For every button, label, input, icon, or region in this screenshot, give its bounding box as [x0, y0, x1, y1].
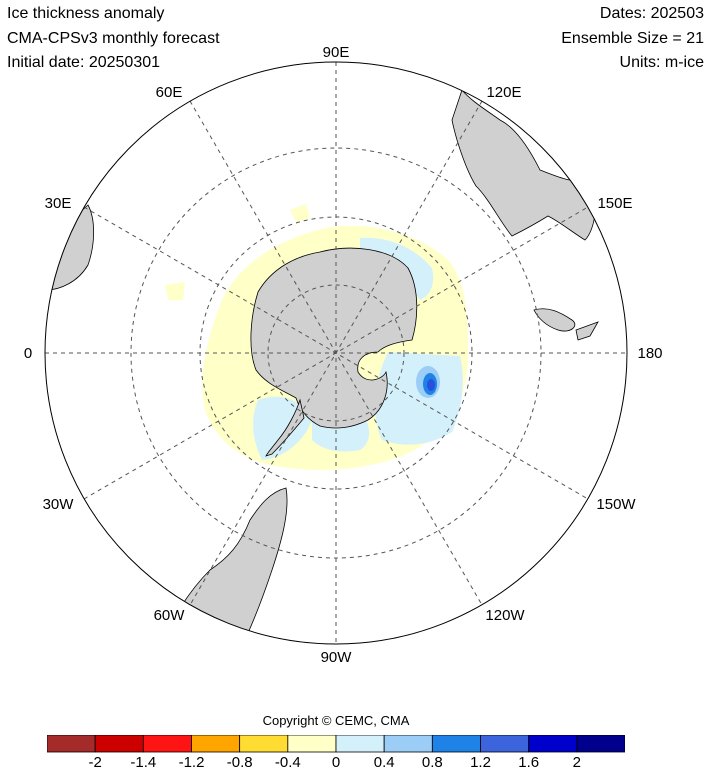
colorbar-tick-label: 0	[331, 754, 341, 771]
ice-positive-strong-patch	[427, 379, 435, 391]
colorbar-swatch	[431, 735, 481, 753]
antarctic-peninsula-land	[265, 398, 305, 457]
antarctica-land	[250, 247, 418, 429]
colorbar-tick-label: -1.4	[130, 754, 157, 771]
colorbar-tick-label: -0.4	[274, 754, 301, 771]
lon-label-60e: 60E	[156, 84, 183, 101]
colorbar-tick-label: -2	[88, 754, 102, 771]
colorbar-swatch	[142, 735, 192, 753]
initial-date-label: Initial date: 20250301	[7, 54, 161, 71]
new-zealand-land	[533, 308, 576, 332]
colorbar-swatch	[480, 735, 530, 753]
lon-label-150e: 150E	[597, 195, 632, 212]
colorbar-swatch	[94, 735, 144, 753]
map-content	[45, 89, 599, 644]
colorbar-tick-label: 2	[572, 754, 581, 771]
colorbar	[47, 735, 625, 753]
australia-land	[451, 89, 596, 241]
dates-label: Dates: 202503	[599, 5, 704, 22]
graticule	[45, 62, 627, 644]
lon-label-150w: 150W	[596, 496, 636, 513]
colorbar-swatch	[191, 735, 241, 753]
ensemble-size-label: Ensemble Size = 21	[561, 30, 704, 47]
ice-negative-patch-west	[165, 282, 185, 300]
colorbar-tick-label: -1.2	[178, 754, 205, 771]
ice-positive-anomaly-ross	[375, 352, 463, 445]
lon-label-120e: 120E	[486, 84, 521, 101]
lon-label-90e: 90E	[323, 44, 350, 61]
colorbar-swatch	[576, 735, 625, 753]
africa-land	[45, 204, 95, 291]
ice-negative-patch-north	[290, 204, 310, 222]
colorbar-swatch	[47, 735, 96, 753]
colorbar-swatch	[287, 735, 337, 753]
model-label: CMA-CPSv3 monthly forecast	[7, 30, 220, 47]
colorbar-tick-label: 0.4	[373, 754, 395, 771]
lon-label-120w: 120W	[485, 607, 525, 624]
map-title: Ice thickness anomaly	[7, 5, 165, 22]
colorbar-swatch	[528, 735, 578, 753]
polar-map: 90E 120E 150E 180 150W 120W 90W 60W 30W …	[24, 44, 663, 666]
lon-label-180: 180	[637, 345, 662, 362]
colorbar-swatch	[239, 735, 289, 753]
colorbar-tick-label: -0.8	[226, 754, 253, 771]
colorbar-tick-label: 1.2	[470, 754, 491, 771]
map-boundary	[44, 61, 628, 645]
lon-label-30e: 30E	[45, 195, 72, 212]
copyright-label: Copyright © CEMC, CMA	[262, 713, 410, 728]
colorbar-tick-label: 1.6	[518, 754, 540, 771]
lon-label-30w: 30W	[43, 496, 75, 513]
lon-label-90w: 90W	[321, 649, 353, 666]
lon-label-60w: 60W	[154, 607, 186, 624]
colorbar-swatch	[383, 735, 433, 753]
new-zealand-north-land	[575, 321, 599, 341]
lon-label-0: 0	[24, 345, 32, 362]
colorbar-swatch	[335, 735, 385, 753]
colorbar-tick-label: 0.8	[421, 754, 443, 771]
units-label: Units: m-ice	[619, 54, 704, 71]
south-america-land	[159, 487, 288, 644]
